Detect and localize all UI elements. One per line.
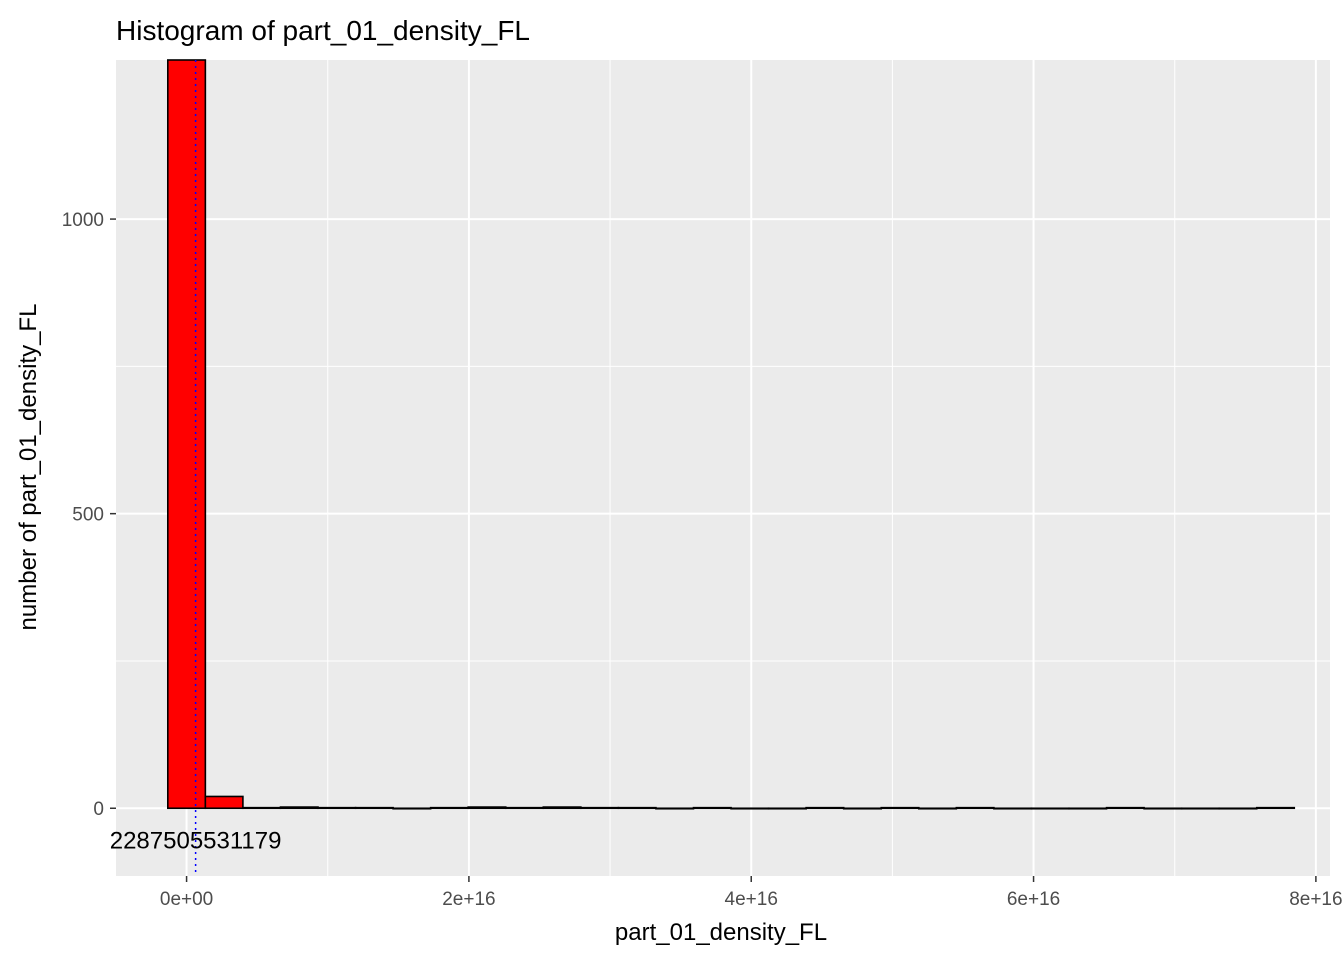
x-tick-label: 0e+00	[160, 889, 213, 910]
histogram-bar	[167, 59, 207, 810]
histogram-bar	[730, 807, 770, 810]
histogram-bar	[955, 806, 995, 810]
bars	[167, 59, 1296, 810]
histogram-bar	[580, 806, 620, 810]
histogram-bar	[354, 806, 394, 810]
y-tick-label: 500	[72, 505, 104, 526]
histogram-bar	[1068, 807, 1108, 810]
histogram-bar	[392, 807, 432, 810]
y-tick-label: 1000	[62, 210, 104, 231]
histogram-bar	[1180, 807, 1220, 810]
histogram-bar	[655, 807, 695, 810]
annotation-layer: 2287505531179	[110, 828, 282, 855]
x-tick-label: 2e+16	[442, 889, 495, 910]
y-tick-label: 0	[93, 799, 104, 820]
histogram-bar	[242, 806, 282, 810]
histogram-bar	[767, 807, 807, 810]
histogram-bar	[1105, 806, 1145, 810]
histogram-bar	[1030, 807, 1070, 810]
histogram-bar	[467, 806, 507, 810]
histogram-bar	[917, 807, 958, 810]
x-tick-label: 6e+16	[1007, 889, 1060, 910]
histogram-bar	[842, 807, 883, 810]
y-axis-title: number of part_01_density_FL	[15, 304, 42, 631]
chart-title: Histogram of part_01_density_FL	[116, 15, 530, 46]
histogram-bar	[805, 806, 845, 810]
histogram-bar	[504, 806, 545, 810]
x-tick-label: 8e+16	[1289, 889, 1342, 910]
histogram-bar	[1218, 807, 1258, 810]
x-axis-title: part_01_density_FL	[615, 919, 827, 946]
histogram-bar	[880, 806, 920, 810]
plot-panel	[116, 60, 1330, 876]
histogram-bar	[617, 806, 657, 810]
reference-value-label: 2287505531179	[110, 828, 282, 855]
histogram-bar	[993, 807, 1033, 810]
histogram-bar	[317, 806, 357, 810]
histogram-bar	[1255, 806, 1296, 810]
histogram-bar	[542, 806, 582, 810]
histogram-bar	[692, 806, 732, 810]
histogram-bar	[1143, 807, 1183, 810]
histogram-bar	[204, 795, 244, 810]
histogram-bar	[429, 806, 470, 810]
axis-ticks: 0e+00 2e+16 4e+16 6e+16 8e+16 0 500 1000	[62, 210, 1343, 910]
x-tick-label: 4e+16	[725, 889, 778, 910]
histogram-bar	[279, 806, 319, 810]
